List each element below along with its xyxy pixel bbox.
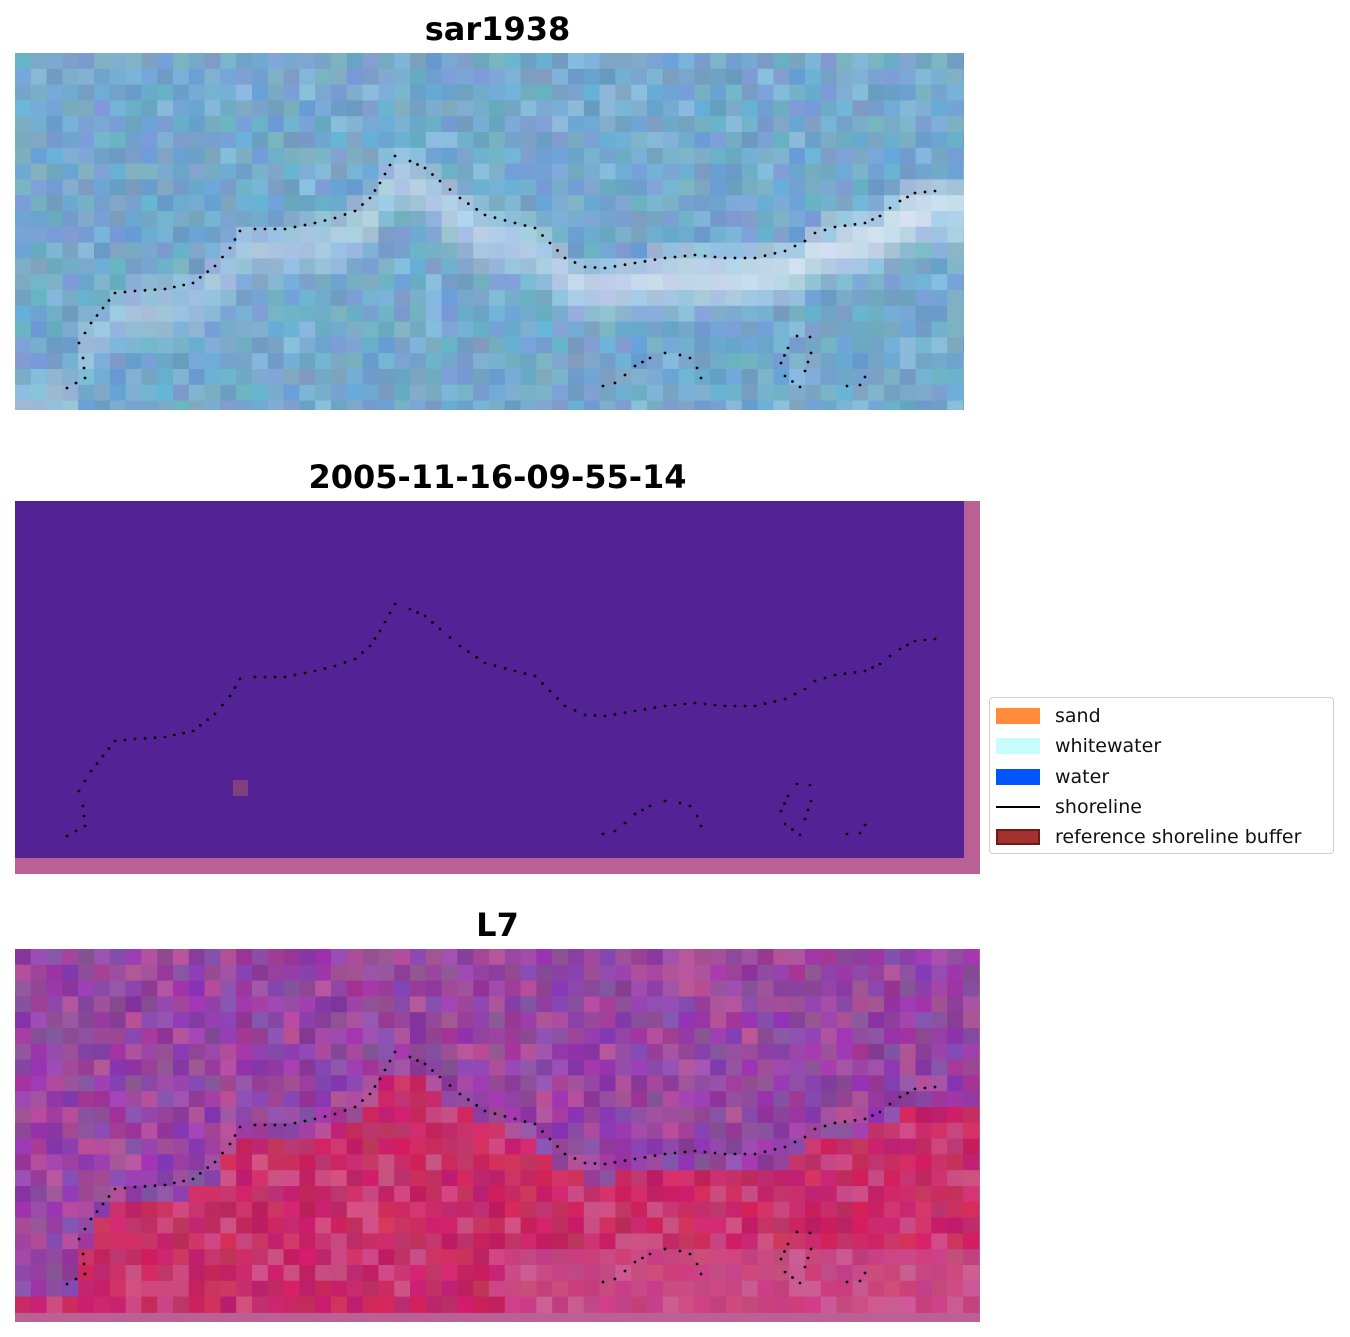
shoreline-loop-1 <box>601 351 703 388</box>
sand-swatch-icon <box>996 708 1040 724</box>
shoreline-main <box>65 154 937 390</box>
l7-image-panel <box>15 949 980 1322</box>
legend: sand whitewater water shoreline referenc… <box>989 697 1334 854</box>
legend-item-water: water <box>996 765 1109 789</box>
classification-mask-image <box>15 501 980 874</box>
panel-title-l7: L7 <box>476 906 519 944</box>
reference-buffer-swatch-icon <box>996 829 1040 845</box>
legend-label-sand: sand <box>1055 705 1101 727</box>
legend-label-reference-buffer: reference shoreline buffer <box>1055 826 1302 848</box>
legend-item-whitewater: whitewater <box>996 734 1161 758</box>
sar-image <box>15 53 964 410</box>
shoreline-main <box>65 602 937 838</box>
legend-label-shoreline: shoreline <box>1055 796 1142 818</box>
legend-item-shoreline: shoreline <box>996 795 1142 819</box>
legend-item-reference-buffer: reference shoreline buffer <box>996 825 1301 849</box>
shoreline-loop-1 <box>601 1247 703 1284</box>
water-swatch-icon <box>996 769 1040 785</box>
whitewater-swatch-icon <box>996 738 1040 754</box>
shoreline-loop-2 <box>779 782 813 837</box>
shoreline-loop-3 <box>845 823 867 836</box>
panel-title-sar1938: sar1938 <box>424 10 571 48</box>
shoreline-loop-2 <box>779 334 813 389</box>
shoreline-loop-2 <box>779 1230 813 1285</box>
legend-item-sand: sand <box>996 704 1101 728</box>
sar-image-panel <box>15 53 964 410</box>
shoreline-loop-1 <box>601 799 703 836</box>
shoreline-loop-3 <box>845 375 867 388</box>
legend-label-whitewater: whitewater <box>1055 735 1162 757</box>
panel-title-date: 2005-11-16-09-55-14 <box>308 458 687 496</box>
l7-image <box>15 949 980 1322</box>
shoreline-line-icon <box>996 806 1040 808</box>
legend-label-water: water <box>1055 766 1110 788</box>
mask-anomaly <box>233 780 248 796</box>
shoreline-loop-3 <box>845 1271 867 1284</box>
classification-mask-panel <box>15 501 980 874</box>
mask-water-area <box>15 501 964 858</box>
shoreline-main <box>65 1050 937 1286</box>
